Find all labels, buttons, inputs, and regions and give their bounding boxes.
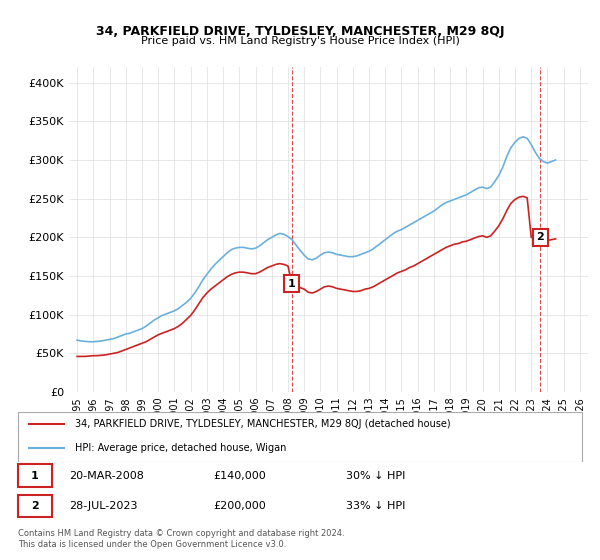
Text: 30% ↓ HPI: 30% ↓ HPI — [346, 470, 406, 480]
Text: Price paid vs. HM Land Registry's House Price Index (HPI): Price paid vs. HM Land Registry's House … — [140, 36, 460, 46]
Text: 33% ↓ HPI: 33% ↓ HPI — [346, 501, 406, 511]
Text: 28-JUL-2023: 28-JUL-2023 — [70, 501, 138, 511]
Text: 1: 1 — [31, 470, 39, 480]
Text: £200,000: £200,000 — [214, 501, 266, 511]
Text: 1: 1 — [287, 279, 295, 289]
FancyBboxPatch shape — [18, 495, 52, 517]
Text: 34, PARKFIELD DRIVE, TYLDESLEY, MANCHESTER, M29 8QJ: 34, PARKFIELD DRIVE, TYLDESLEY, MANCHEST… — [96, 25, 504, 38]
Text: Contains HM Land Registry data © Crown copyright and database right 2024.
This d: Contains HM Land Registry data © Crown c… — [18, 529, 344, 549]
Text: 2: 2 — [536, 232, 544, 242]
Text: HPI: Average price, detached house, Wigan: HPI: Average price, detached house, Wiga… — [76, 443, 287, 453]
FancyBboxPatch shape — [18, 464, 52, 487]
Text: £140,000: £140,000 — [214, 470, 266, 480]
FancyBboxPatch shape — [18, 412, 582, 462]
Text: 34, PARKFIELD DRIVE, TYLDESLEY, MANCHESTER, M29 8QJ (detached house): 34, PARKFIELD DRIVE, TYLDESLEY, MANCHEST… — [76, 419, 451, 429]
Text: 2: 2 — [31, 501, 39, 511]
Text: 20-MAR-2008: 20-MAR-2008 — [70, 470, 145, 480]
